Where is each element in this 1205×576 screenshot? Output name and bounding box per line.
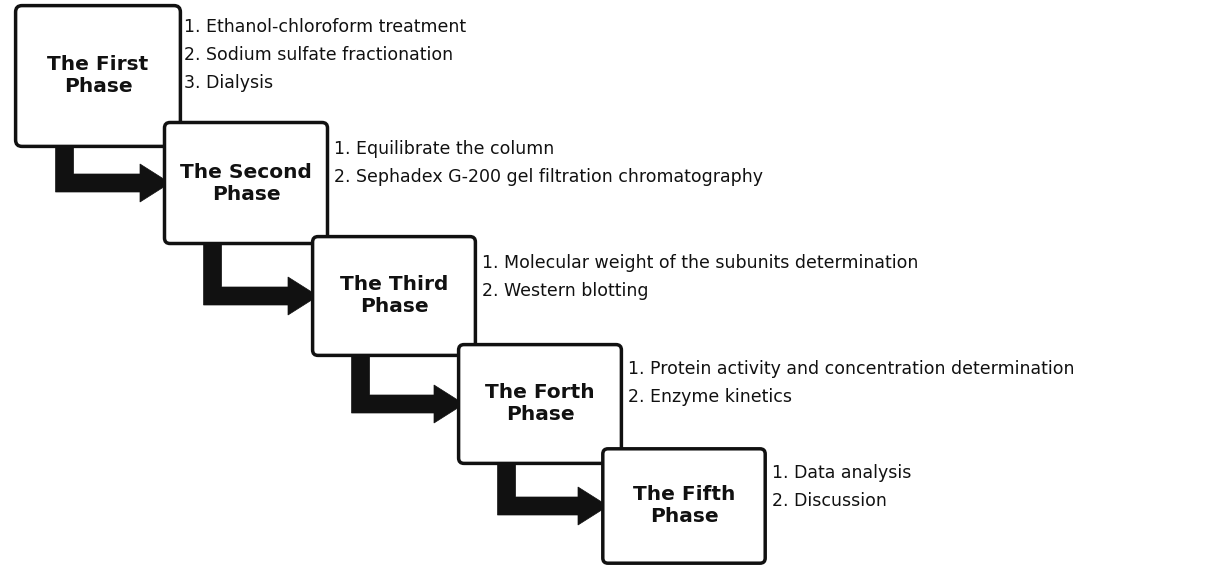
FancyBboxPatch shape xyxy=(312,237,476,355)
Text: The Fifth
Phase: The Fifth Phase xyxy=(633,486,735,526)
Text: 2. Sephadex G-200 gel filtration chromatography: 2. Sephadex G-200 gel filtration chromat… xyxy=(334,168,763,186)
FancyBboxPatch shape xyxy=(16,6,181,146)
Text: 2. Discussion: 2. Discussion xyxy=(772,492,887,510)
FancyBboxPatch shape xyxy=(459,344,622,464)
Text: The Second
Phase: The Second Phase xyxy=(180,162,312,203)
Polygon shape xyxy=(352,350,464,423)
Text: 3. Dialysis: 3. Dialysis xyxy=(184,74,274,92)
Text: The First
Phase: The First Phase xyxy=(47,55,148,97)
Text: 1. Molecular weight of the subunits determination: 1. Molecular weight of the subunits dete… xyxy=(482,254,918,272)
Polygon shape xyxy=(498,458,609,525)
Text: 2. Sodium sulfate fractionation: 2. Sodium sulfate fractionation xyxy=(184,46,453,64)
Text: 1. Protein activity and concentration determination: 1. Protein activity and concentration de… xyxy=(628,360,1075,378)
FancyBboxPatch shape xyxy=(602,449,765,563)
Text: 2. Enzyme kinetics: 2. Enzyme kinetics xyxy=(628,388,792,406)
Text: The Forth
Phase: The Forth Phase xyxy=(486,384,595,425)
Text: 1. Equilibrate the column: 1. Equilibrate the column xyxy=(334,140,554,158)
Text: The Third
Phase: The Third Phase xyxy=(340,275,448,316)
Text: 2. Western blotting: 2. Western blotting xyxy=(482,282,648,300)
Text: 1. Ethanol-chloroform treatment: 1. Ethanol-chloroform treatment xyxy=(184,18,466,36)
FancyBboxPatch shape xyxy=(165,123,328,244)
Text: 1. Data analysis: 1. Data analysis xyxy=(772,464,911,482)
Polygon shape xyxy=(204,238,318,315)
Polygon shape xyxy=(55,140,170,202)
